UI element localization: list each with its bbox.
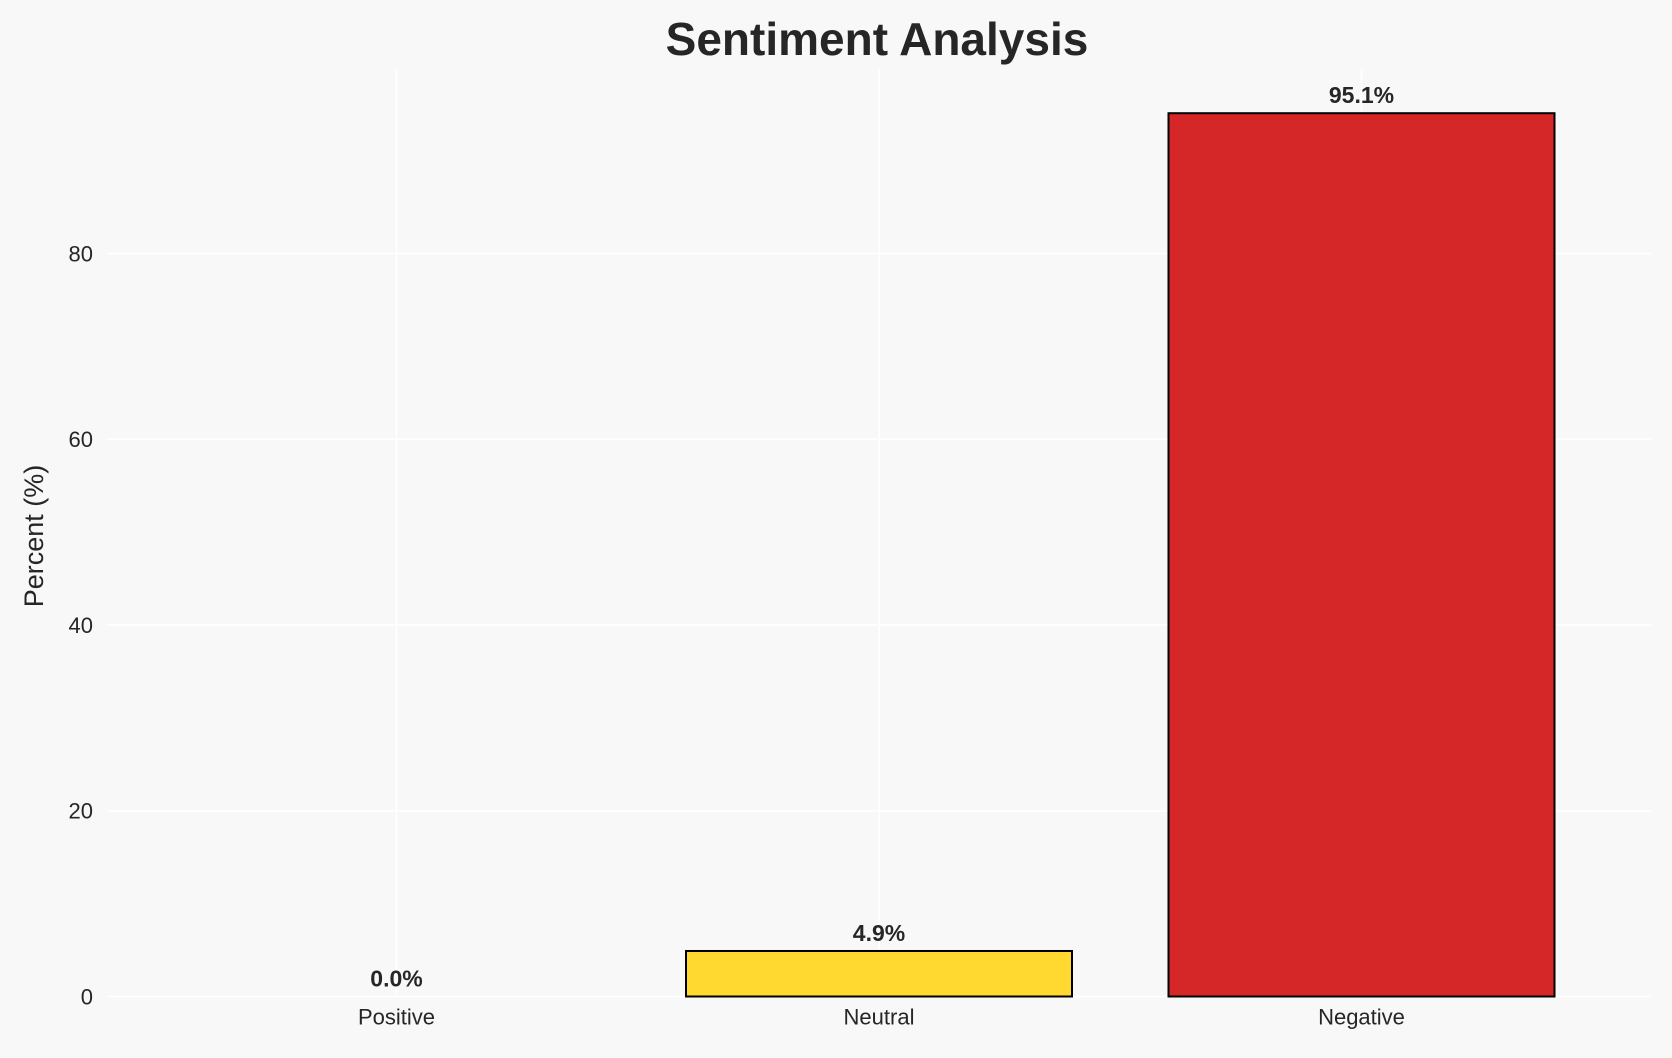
bar-negative xyxy=(1167,112,1556,998)
bar-neutral xyxy=(685,949,1073,998)
x-tick-label-positive: Positive xyxy=(358,1005,435,1030)
y-tick-label: 80 xyxy=(69,241,93,266)
x-tick-label-neutral: Neutral xyxy=(844,1005,915,1030)
chart-title: Sentiment Analysis xyxy=(666,13,1089,65)
y-tick-label: 20 xyxy=(69,799,93,824)
y-tick-label: 60 xyxy=(69,427,93,452)
data-label-negative: 95.1% xyxy=(1329,82,1394,108)
x-tick-labels: Positive Neutral Negative xyxy=(358,1005,1405,1030)
grid xyxy=(107,69,1651,998)
y-tick-label: 0 xyxy=(81,985,93,1010)
data-label-positive: 0.0% xyxy=(370,966,422,992)
x-tick-label-negative: Negative xyxy=(1318,1005,1405,1030)
y-tick-labels: 0 20 40 60 80 xyxy=(69,241,93,1009)
y-axis-label: Percent (%) xyxy=(19,465,49,608)
y-tick-label: 40 xyxy=(69,613,93,638)
data-labels: 0.0% 4.9% 95.1% xyxy=(370,82,1394,991)
data-label-neutral: 4.9% xyxy=(853,920,905,946)
bars xyxy=(685,112,1556,998)
